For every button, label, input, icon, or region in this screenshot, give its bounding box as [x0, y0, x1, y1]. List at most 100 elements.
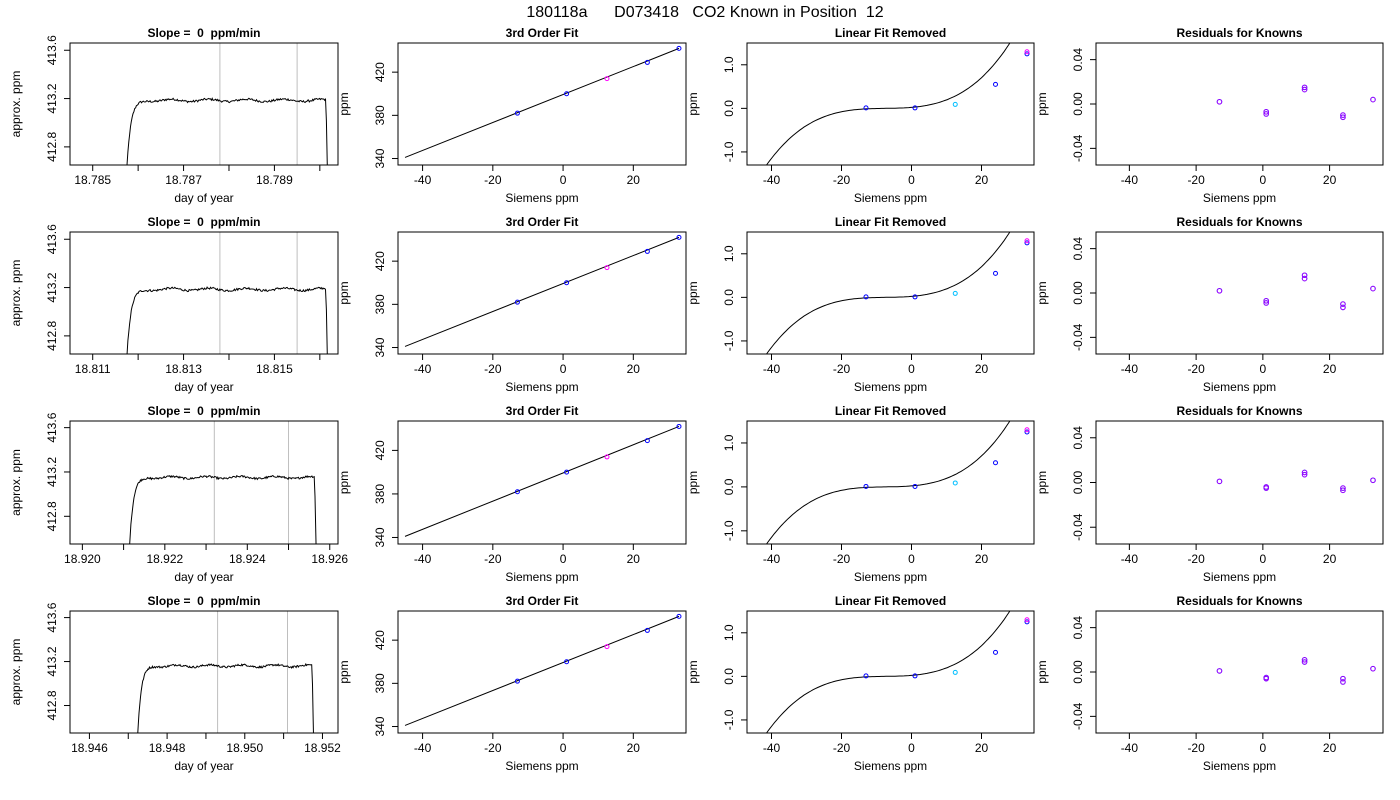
- plot-area: [129, 421, 317, 544]
- chart-panel: 3rd Order Fit Siemens ppm ppm -40 -20 0 20 340 3…: [337, 594, 687, 773]
- x-tick-label: -40: [1121, 362, 1139, 376]
- y-tick-label: 380: [373, 294, 387, 314]
- data-point: [676, 45, 682, 51]
- x-tick-label: 20: [1323, 741, 1337, 755]
- x-tick-label: -40: [414, 741, 432, 755]
- x-tick-label: 0: [1260, 741, 1267, 755]
- x-tick-label: -40: [414, 552, 432, 566]
- x-tick-label: 18.811: [75, 362, 111, 376]
- data-point: [912, 105, 918, 111]
- x-axis-label: Siemens ppm: [854, 191, 927, 205]
- concentration-trace: [126, 286, 328, 354]
- data-point-overlay: [1263, 485, 1269, 491]
- x-tick-label: 20: [975, 741, 989, 755]
- data-point: [514, 110, 520, 116]
- y-tick-label: 412.8: [45, 501, 59, 531]
- x-tick-label: -20: [833, 741, 851, 755]
- y-tick-label: 413.6: [45, 35, 59, 65]
- data-point: [912, 483, 918, 489]
- panel-title: Linear Fit Removed: [835, 26, 946, 40]
- data-point: [1024, 238, 1030, 244]
- plot-frame: [1095, 610, 1384, 734]
- y-axis-label: ppm: [337, 660, 351, 683]
- y-tick-label: 0.00: [1071, 660, 1085, 684]
- panel-title: 3rd Order Fit: [506, 594, 579, 608]
- x-axis-label: Siemens ppm: [505, 191, 578, 205]
- data-point-overlay: [1301, 657, 1308, 663]
- chart-panel: Slope = 0 ppm/min day of year approx. ppm 1…: [9, 215, 339, 394]
- plot-frame: [746, 610, 1035, 734]
- data-point: [952, 669, 958, 675]
- y-axis-label: ppm: [686, 471, 700, 494]
- chart-panel: Slope = 0 ppm/min day of year approx. ppm 1…: [9, 594, 341, 773]
- x-tick-label: 20: [627, 362, 641, 376]
- data-point: [863, 673, 869, 679]
- data-point: [1024, 429, 1030, 435]
- chart-panel: 3rd Order Fit Siemens ppm ppm -40 -20 0 20 340 3…: [337, 215, 687, 394]
- y-tick-label: 1.0: [722, 624, 736, 641]
- fit-line: [404, 425, 680, 537]
- y-tick-label: 0.00: [1071, 281, 1085, 305]
- y-axis-label: ppm: [337, 281, 351, 304]
- data-point-overlay: [1340, 675, 1346, 682]
- data-point-overlay: [1263, 111, 1269, 117]
- y-tick-label: -0.04: [1071, 323, 1085, 351]
- x-tick-label: 18.922: [146, 552, 183, 566]
- x-tick-label: -40: [763, 552, 781, 566]
- data-point: [644, 248, 650, 254]
- data-point: [863, 294, 869, 300]
- data-point: [676, 613, 682, 619]
- data-point-overlay: [1216, 288, 1223, 294]
- x-axis-label: Siemens ppm: [1203, 759, 1276, 773]
- plot-frame: [746, 42, 1035, 166]
- data-point: [514, 678, 520, 684]
- plot-area: [126, 43, 328, 165]
- data-point: [564, 659, 570, 665]
- plot-area: [765, 421, 1030, 544]
- x-axis-label: Siemens ppm: [505, 570, 578, 584]
- x-tick-label: -20: [484, 552, 502, 566]
- panel-title: Residuals for Knowns: [1176, 594, 1302, 608]
- data-point: [564, 91, 570, 97]
- panel-title: Residuals for Knowns: [1176, 404, 1302, 418]
- plot-area: [1216, 272, 1376, 311]
- plot-frame: [69, 42, 339, 166]
- x-tick-label: -40: [1121, 741, 1139, 755]
- y-tick-label: 0.04: [1071, 48, 1085, 72]
- page-title: 180118a D073418 CO2 Known in Position 12: [526, 4, 883, 21]
- data-point: [604, 76, 610, 82]
- x-tick-label: 18.950: [226, 741, 263, 755]
- data-point: [644, 59, 650, 65]
- x-tick-label: 18.946: [71, 741, 108, 755]
- data-point-overlay: [1340, 487, 1346, 494]
- panel-grid: Slope = 0 ppm/min day of year approx. ppm 1…: [9, 26, 1384, 773]
- x-tick-label: -20: [833, 552, 851, 566]
- fit-line: [404, 47, 680, 158]
- residual-curve: [765, 43, 1011, 165]
- y-tick-label: 0.0: [722, 478, 736, 495]
- plot-frame: [746, 231, 1035, 355]
- x-tick-label: -20: [1187, 173, 1205, 187]
- x-axis-label: Siemens ppm: [1203, 191, 1276, 205]
- plot-frame: [1095, 420, 1384, 545]
- x-tick-label: 0: [560, 362, 567, 376]
- plot-frame: [69, 231, 339, 355]
- plot-area: [765, 43, 1030, 165]
- y-axis-label: ppm: [337, 92, 351, 115]
- y-tick-label: -0.04: [1071, 134, 1085, 162]
- x-axis-label: Siemens ppm: [1203, 380, 1276, 394]
- chart-panel: 3rd Order Fit Siemens ppm ppm -40 -20 0 20 340 3…: [337, 26, 687, 205]
- data-point-overlay: [1340, 301, 1346, 307]
- y-tick-label: 0.04: [1071, 426, 1085, 450]
- x-axis-label: Siemens ppm: [505, 380, 578, 394]
- x-tick-label: 0: [1260, 173, 1267, 187]
- residual-curve: [765, 611, 1011, 733]
- y-tick-label: -1.0: [722, 330, 736, 351]
- chart-panel: Residuals for Knowns Siemens ppm ppm -40 -20…: [1035, 26, 1384, 205]
- y-tick-label: 340: [373, 527, 387, 547]
- plot-frame: [69, 420, 339, 545]
- y-tick-label: 0.04: [1071, 616, 1085, 640]
- data-point-overlay: [1301, 471, 1308, 478]
- y-tick-label: 340: [373, 337, 387, 357]
